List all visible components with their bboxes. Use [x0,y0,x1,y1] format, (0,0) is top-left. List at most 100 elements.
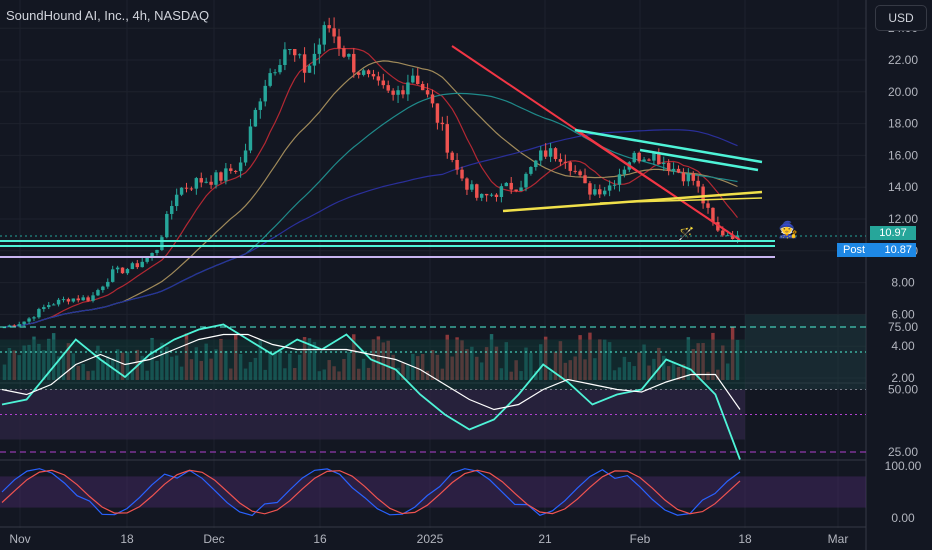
volume-bar [583,359,587,380]
volume-bar [199,360,203,380]
currency-button[interactable]: USD [875,5,927,31]
volume-bar [578,335,582,380]
volume-bar [588,332,592,380]
candle-body [209,181,213,185]
ma-longer-line [4,129,738,328]
candle-body [450,152,454,160]
candle-body [411,75,415,83]
x-tick-label: 21 [538,532,552,546]
volume-bar [248,362,253,380]
candle-body [81,297,85,301]
candle-body [647,159,651,161]
candle-body [238,162,243,172]
candle-body [322,25,326,45]
candle-body [337,36,341,49]
volume-bar [12,350,17,380]
y-tick-label: 8.00 [891,276,915,290]
candle-body [543,150,548,157]
candle-body [470,184,474,190]
volume-bar [140,355,144,380]
volume-bar [194,347,199,380]
candle-body [120,267,125,274]
candle-body [593,189,597,195]
y-tick-label: 20.00 [888,85,918,99]
candle-body [66,299,71,302]
volume-bar [524,347,528,380]
y-tick-label: 4.00 [891,339,915,353]
candle-body [17,324,21,327]
candle-body [145,257,149,262]
candle-body [465,178,469,190]
candle-body [548,148,553,157]
volume-bar [475,356,479,380]
volume-bar [465,349,469,380]
volume-bar [558,341,563,380]
candle-body [219,172,223,181]
candle-body [352,53,356,73]
volume-bar [514,360,518,380]
candle-body [32,317,36,319]
candle-body [160,237,164,250]
candle-body [165,213,169,238]
volume-bar [642,344,646,380]
candle-body [347,53,351,57]
candle-body [110,269,115,282]
candle-body [184,187,189,189]
candle-body [214,172,218,185]
candle-body [425,90,430,95]
candle-body [607,185,612,191]
candle-body [696,180,700,187]
volume-bar [263,369,267,380]
volume-bar [602,339,607,380]
volume-bar [2,364,7,380]
volume-bar [332,366,336,380]
volume-bar [529,353,533,380]
volume-bar [435,354,440,380]
volume-bar [120,352,125,380]
candle-body [7,325,12,328]
volume-bar [647,365,651,380]
candle-body [224,168,228,181]
candle-body [56,299,61,305]
volume-bar [568,360,572,380]
volume-bar [189,359,194,380]
cyan-resistance-line-2 [639,148,759,172]
candle-body [440,122,445,125]
candle-body [602,190,607,195]
volume-bar [716,369,720,380]
candle-body [130,263,135,270]
post-price-tag: Post 10.87 [837,243,916,257]
volume-bar [701,342,705,380]
candle-body [681,172,686,182]
candle-body [455,159,459,170]
candle-body [12,325,17,327]
ma-long-line [4,92,738,328]
volume-bar [662,355,666,380]
candle-body [484,193,489,196]
volume-bar [37,343,41,380]
candle-body [115,267,120,270]
x-tick-label: Feb [630,532,651,546]
volume-bars [2,327,740,380]
volume-bar [455,337,459,380]
volume-bar [548,371,553,380]
volume-bar [302,337,307,380]
candle-body [253,109,258,127]
candle-body [553,148,558,160]
volume-bar [297,354,302,380]
y-tick-label: 6.00 [891,307,915,321]
candle-body [376,76,381,81]
candle-body [701,186,705,204]
candle-body [445,124,449,153]
volume-bar [366,367,371,380]
candle-body [307,65,312,73]
volume-bar [617,367,622,380]
volume-bar [273,351,277,380]
candle-body [361,70,366,75]
volume-bar [622,356,627,380]
volume-bar [293,368,297,380]
volume-bar [391,354,395,380]
volume-bar [509,371,513,380]
volume-bar [352,334,356,380]
